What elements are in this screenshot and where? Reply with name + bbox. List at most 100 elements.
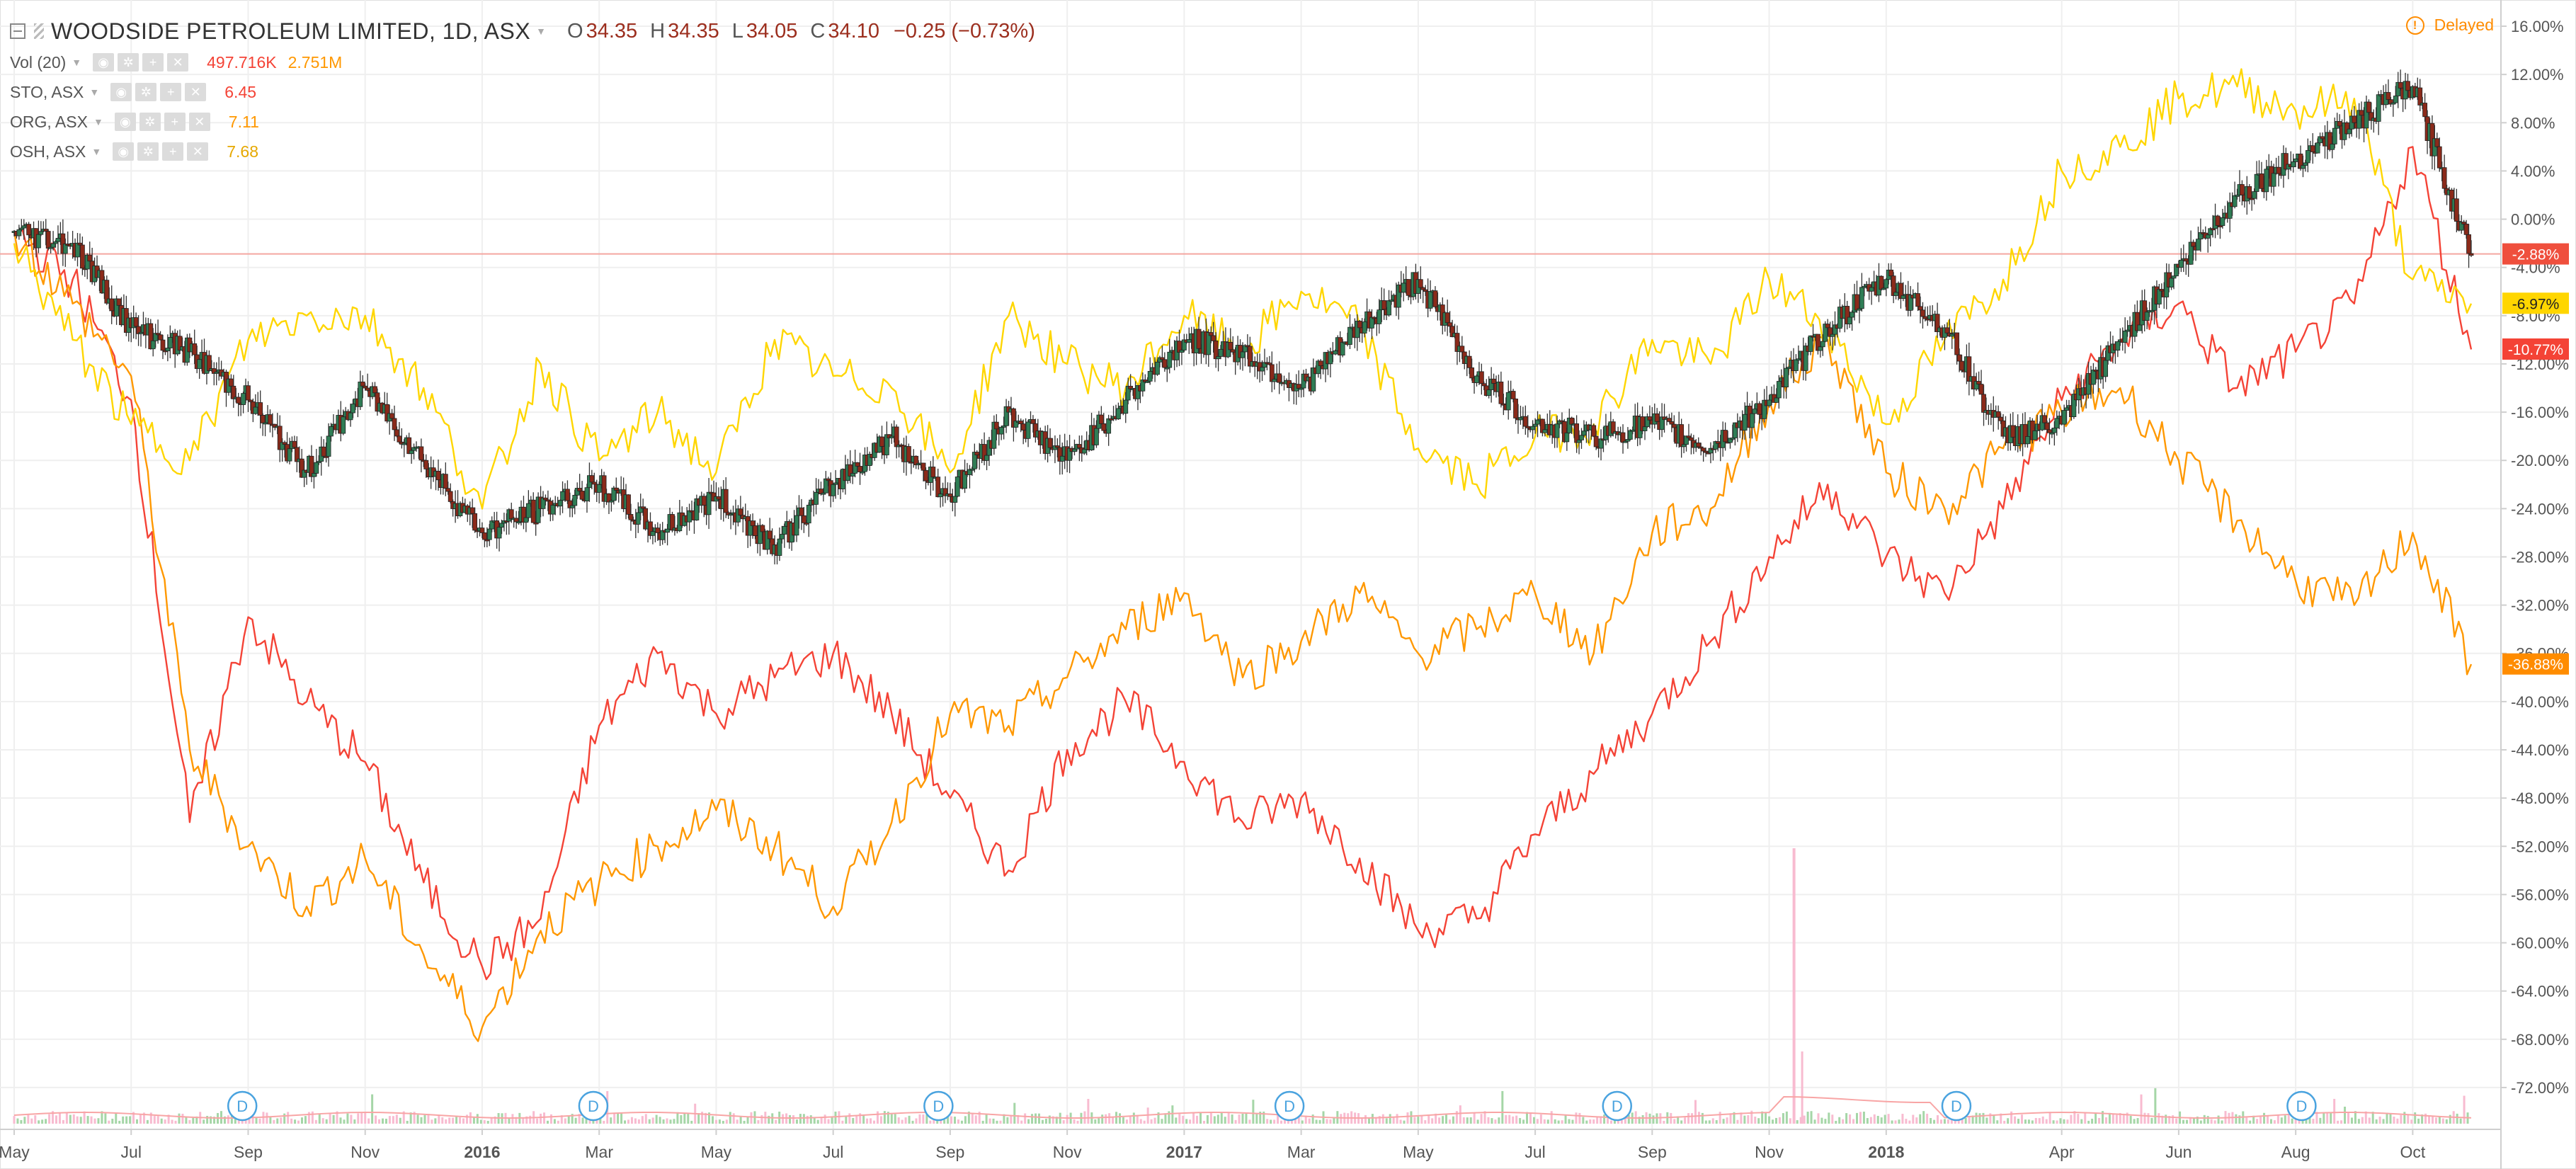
volume-bar <box>203 1119 205 1124</box>
candle-body <box>326 435 331 457</box>
plus-icon[interactable]: + <box>160 83 182 101</box>
volume-bar <box>2063 1119 2065 1124</box>
plus-icon[interactable]: + <box>142 53 164 72</box>
candle-body <box>626 494 631 515</box>
candle <box>1701 447 1706 462</box>
volume-bar <box>273 1119 275 1124</box>
volume-bar <box>395 1114 398 1124</box>
candle-body <box>1998 416 2004 421</box>
volume-bar <box>651 1117 654 1124</box>
x-tick-label: 2017 <box>1166 1143 1202 1161</box>
drag-handle-icon[interactable] <box>34 23 44 39</box>
eye-icon[interactable]: ◉ <box>113 142 135 161</box>
indicator-name[interactable]: STO, ASX <box>10 82 84 101</box>
candle <box>1177 329 1182 367</box>
dividend-marker[interactable]: D <box>1941 1090 1972 1122</box>
volume-bar <box>1726 1117 1728 1124</box>
candle <box>952 481 958 517</box>
volume-bar <box>1445 1114 1448 1124</box>
volume-bar <box>1715 1119 1718 1124</box>
dividend-marker[interactable]: D <box>923 1090 954 1122</box>
volume-bar <box>2382 1119 2385 1124</box>
candle-body <box>1466 355 1472 368</box>
indicator-row-sto[interactable]: STO, ASX ▼ ◉ ✲ + ✕ 6.45 <box>10 79 256 105</box>
eye-icon[interactable]: ◉ <box>114 113 136 131</box>
collapse-icon[interactable] <box>10 23 25 39</box>
candle <box>292 435 297 449</box>
volume-bar <box>20 1119 23 1124</box>
gear-icon[interactable]: ✲ <box>139 113 161 131</box>
candle-body <box>823 478 828 494</box>
candle-body <box>1542 429 1548 433</box>
candle <box>1808 335 1813 355</box>
candle <box>26 222 32 246</box>
delayed-badge[interactable]: ! Delayed <box>2405 16 2494 35</box>
volume-bar <box>1613 1119 1616 1124</box>
candle <box>2386 79 2391 105</box>
plus-icon[interactable]: + <box>164 113 186 131</box>
candle <box>2240 180 2245 206</box>
plus-icon[interactable]: + <box>162 142 184 161</box>
eye-icon[interactable]: ◉ <box>93 53 115 72</box>
candle-body <box>2010 425 2016 438</box>
close-icon[interactable]: ✕ <box>185 83 207 101</box>
candle <box>2335 113 2340 130</box>
candle-body <box>2259 173 2264 189</box>
candle-body <box>981 444 987 461</box>
chevron-down-icon[interactable]: ▼ <box>89 86 100 98</box>
candle-body <box>1752 409 1757 414</box>
volume-bar <box>1494 1119 1497 1124</box>
close-icon[interactable]: ✕ <box>188 113 210 131</box>
candle-body <box>923 469 928 481</box>
indicator-row-volume[interactable]: Vol (20) ▼ ◉ ✲ + ✕ 497.716K 2.751M <box>10 50 342 75</box>
volume-bar <box>1466 1117 1469 1124</box>
candle-body <box>365 387 370 391</box>
chevron-down-icon[interactable]: ▼ <box>91 146 102 157</box>
eye-icon[interactable]: ◉ <box>110 83 132 101</box>
candle-body <box>1715 441 1721 444</box>
candle <box>1003 399 1009 433</box>
indicator-name[interactable]: ORG, ASX <box>10 112 88 131</box>
candle-body <box>557 500 563 507</box>
candle <box>687 503 692 531</box>
chevron-down-icon[interactable]: ▼ <box>72 57 82 68</box>
volume-bar <box>171 1119 173 1124</box>
gear-icon[interactable]: ✲ <box>118 53 139 72</box>
dividend-marker-circle <box>227 1090 258 1122</box>
candle <box>1125 377 1131 404</box>
candle-body <box>1627 430 1633 440</box>
candle <box>1432 286 1438 309</box>
indicator-row-org[interactable]: ORG, ASX ▼ ◉ ✲ + ✕ 7.11 <box>10 109 259 135</box>
candle-body <box>1211 335 1216 341</box>
gear-icon[interactable]: ✲ <box>137 142 159 161</box>
symbol-title[interactable]: WOODSIDE PETROLEUM LIMITED, 1D, ASX <box>51 18 531 44</box>
candle-body <box>1776 381 1782 399</box>
dividend-marker[interactable]: D <box>2286 1090 2317 1122</box>
candle-body <box>1850 312 1855 318</box>
dividend-marker[interactable]: D <box>578 1090 609 1122</box>
candle <box>2422 93 2427 122</box>
volume-bar <box>852 1117 855 1124</box>
volume-bar <box>610 1117 612 1124</box>
candle-body <box>472 513 478 531</box>
close-icon[interactable]: ✕ <box>187 142 209 161</box>
dividend-marker[interactable]: D <box>1274 1090 1305 1122</box>
candle <box>406 433 412 455</box>
dividend-marker[interactable]: D <box>227 1090 258 1122</box>
chevron-down-icon[interactable]: ▼ <box>93 116 103 127</box>
close-icon[interactable]: ✕ <box>167 53 189 72</box>
indicator-name[interactable]: Vol (20) <box>10 52 67 72</box>
chevron-down-icon[interactable]: ▼ <box>536 25 547 37</box>
volume-bar <box>2393 1117 2395 1124</box>
candle <box>984 453 989 471</box>
volume-bar <box>329 1112 331 1124</box>
volume-bar <box>2189 1117 2192 1124</box>
dividend-marker[interactable]: D <box>1602 1090 1633 1122</box>
volume-bar <box>93 1118 96 1124</box>
indicator-name[interactable]: OSH, ASX <box>10 142 86 161</box>
candle-body <box>1272 379 1277 382</box>
gear-icon[interactable]: ✲ <box>135 83 157 101</box>
indicator-row-osh[interactable]: OSH, ASX ▼ ◉ ✲ + ✕ 7.68 <box>10 139 258 164</box>
